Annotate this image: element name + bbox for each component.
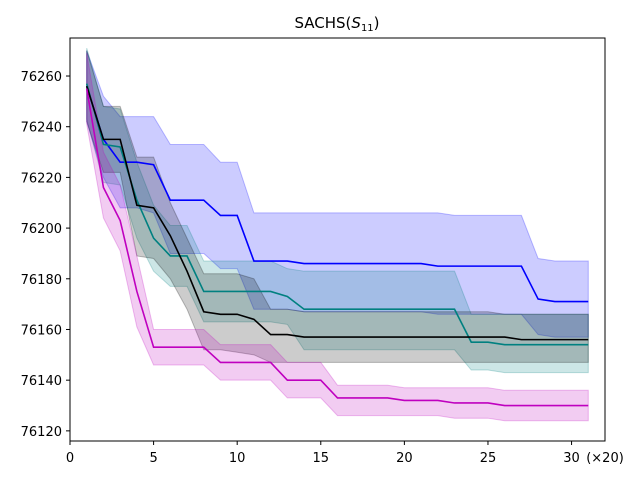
x-tick-label: 0 bbox=[66, 451, 74, 466]
y-tick-label: 76160 bbox=[21, 323, 62, 338]
x-tick-label: 20 bbox=[396, 451, 413, 466]
series-line-blue bbox=[85, 85, 589, 303]
chart-title-math-base: S bbox=[351, 14, 361, 32]
plot-frame bbox=[69, 37, 606, 442]
x-tick-label: 25 bbox=[480, 451, 497, 466]
chart-title-math-sub: 11 bbox=[361, 23, 374, 34]
x-tick-label: 5 bbox=[149, 451, 157, 466]
y-axis-ticks: 76120 76140 76160 76180 76200 76220 76240 76260 bbox=[21, 70, 70, 440]
chart-title-suffix: ) bbox=[374, 14, 380, 32]
x-tick-label: 30 bbox=[563, 451, 580, 466]
y-tick-label: 76140 bbox=[21, 374, 62, 389]
series-line-teal bbox=[85, 83, 589, 346]
y-tick-label: 76180 bbox=[21, 273, 62, 288]
y-tick-label: 76120 bbox=[21, 425, 62, 440]
series-lines bbox=[85, 83, 589, 407]
y-tick-label: 76240 bbox=[21, 121, 62, 136]
x-tick-label: 10 bbox=[229, 451, 246, 466]
y-tick-label: 76200 bbox=[21, 222, 62, 237]
y-tick-label: 76260 bbox=[21, 70, 62, 85]
series-line-black bbox=[85, 85, 589, 341]
x-multiplier-label: (×20) bbox=[586, 451, 624, 466]
confidence-bands bbox=[86, 48, 589, 422]
band-black bbox=[86, 50, 589, 363]
chart-title: SACHS(S11) bbox=[294, 14, 379, 34]
band-magenta bbox=[86, 53, 589, 422]
x-tick-label: 15 bbox=[313, 451, 330, 466]
y-tick-label: 76220 bbox=[21, 171, 62, 186]
x-axis-ticks: 0 5 10 15 20 25 30 bbox=[66, 441, 580, 466]
series-line-magenta bbox=[85, 88, 589, 407]
